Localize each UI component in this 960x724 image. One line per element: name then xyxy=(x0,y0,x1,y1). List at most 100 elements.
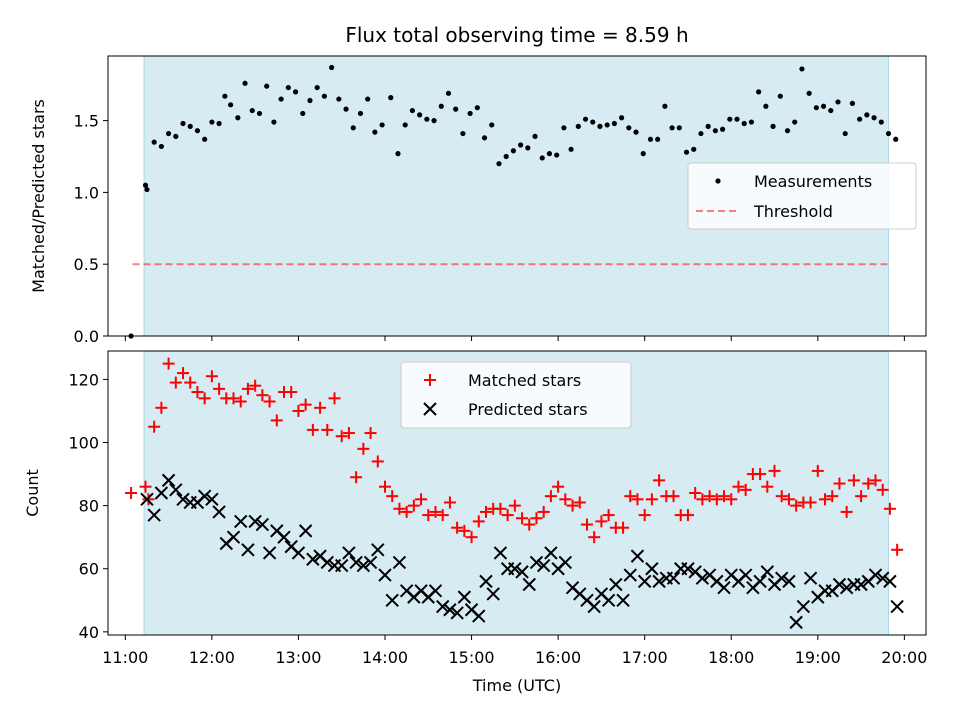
matched-stars-point xyxy=(350,471,363,484)
legend-matched-marker xyxy=(424,374,436,386)
predicted-stars-point xyxy=(854,577,868,592)
predicted-stars-point xyxy=(529,555,544,570)
predicted-stars-point xyxy=(645,562,659,576)
measurement-point xyxy=(395,151,401,157)
measurement-point xyxy=(734,116,740,122)
predicted-stars-point xyxy=(789,615,803,630)
matched-stars-point xyxy=(638,509,651,522)
measurement-point xyxy=(525,145,531,151)
measurement-point xyxy=(481,135,488,141)
measurement-point xyxy=(705,123,711,129)
measurement-point xyxy=(336,96,342,102)
measurement-point xyxy=(321,93,328,99)
measurement-point xyxy=(618,115,625,121)
measurement-point xyxy=(712,128,718,134)
measurement-point xyxy=(307,97,313,104)
measurement-point xyxy=(561,125,567,131)
matched-stars-point xyxy=(256,389,269,402)
matched-stars-point xyxy=(386,490,399,503)
predicted-stars-point xyxy=(738,568,753,582)
matched-stars-point xyxy=(443,496,456,509)
predicted-stars-point xyxy=(515,565,529,579)
measurement-point xyxy=(655,136,661,142)
predicted-stars-point xyxy=(717,580,731,595)
matched-stars-point xyxy=(516,512,529,525)
predicted-stars-point xyxy=(753,574,767,589)
predicted-stars-point xyxy=(161,473,176,488)
measurement-point xyxy=(165,130,172,137)
measurement-point xyxy=(438,103,444,109)
matched-stars-point xyxy=(306,423,319,436)
matched-stars-point xyxy=(285,386,298,399)
matched-stars-point xyxy=(667,490,680,503)
matched-stars-point xyxy=(681,509,694,522)
predicted-stars-point xyxy=(385,593,399,607)
predicted-stars-point xyxy=(205,492,219,507)
matched-stars-point xyxy=(125,487,138,499)
bottom-y-tick-label: 120 xyxy=(68,370,99,389)
bottom-axes-frame xyxy=(107,350,927,636)
measurement-point xyxy=(546,151,553,157)
matched-stars-point xyxy=(754,468,767,481)
predicted-stars-point xyxy=(255,517,270,532)
matched-stars-point xyxy=(876,483,889,496)
measurement-point xyxy=(379,122,385,128)
measurement-point xyxy=(228,102,234,108)
measurement-point xyxy=(676,125,682,131)
bottom-y-tick-label: 60 xyxy=(79,560,99,579)
legend-measurements-marker xyxy=(715,178,721,184)
matched-stars-point xyxy=(847,474,860,487)
predicted-stars-point xyxy=(140,492,154,507)
measurement-point xyxy=(209,119,215,125)
measurement-point xyxy=(329,64,335,71)
matched-stars-point xyxy=(703,490,716,503)
top-axes-frame xyxy=(107,55,927,337)
predicted-stars-point xyxy=(154,486,169,500)
matched-stars-point xyxy=(177,367,190,380)
x-tick-label: 19:00 xyxy=(795,648,841,667)
bottom-ylabel: Count xyxy=(23,469,42,517)
legend-measurements-label: Measurements xyxy=(754,172,872,191)
measurement-point xyxy=(849,100,856,106)
measurement-point xyxy=(278,96,284,102)
matched-stars-point xyxy=(292,404,305,417)
matched-stars-point xyxy=(588,531,601,544)
matched-stars-point xyxy=(407,499,420,512)
matched-stars-point xyxy=(645,493,658,506)
predicted-stars-point xyxy=(356,558,371,573)
measurement-point xyxy=(893,136,899,142)
measurement-point xyxy=(300,110,306,117)
measurement-point xyxy=(151,139,157,145)
measurement-point xyxy=(180,120,186,127)
measurement-point xyxy=(828,107,834,114)
measurement-point xyxy=(727,116,733,122)
measurement-point xyxy=(365,96,371,102)
measurement-point xyxy=(554,152,560,158)
matched-stars-point xyxy=(436,509,449,522)
measurement-point xyxy=(388,95,394,101)
measurement-point xyxy=(756,89,762,95)
measurement-point xyxy=(813,105,819,111)
matched-stars-point xyxy=(718,490,731,503)
measurement-point xyxy=(640,151,646,157)
chart-title: Flux total observing time = 8.59 h xyxy=(345,23,688,47)
predicted-stars-point xyxy=(479,574,493,589)
matched-stars-point xyxy=(891,543,904,556)
predicted-stars-point xyxy=(681,562,695,576)
matched-stars-point xyxy=(465,531,478,544)
predicted-stars-point xyxy=(472,609,486,623)
measurement-point xyxy=(222,93,228,99)
predicted-stars-point xyxy=(637,574,652,589)
x-tick-label: 18:00 xyxy=(708,648,754,667)
matched-stars-point xyxy=(270,414,283,427)
matched-stars-point xyxy=(552,480,565,493)
predicted-stars-point xyxy=(248,514,262,529)
matched-stars-point xyxy=(148,420,161,433)
matched-stars-point xyxy=(472,515,485,528)
x-tick-label: 20:00 xyxy=(881,648,927,667)
matched-stars-point xyxy=(357,442,370,455)
matched-stars-point xyxy=(869,474,882,487)
measurement-point xyxy=(453,106,459,112)
measurement-point xyxy=(719,126,726,132)
